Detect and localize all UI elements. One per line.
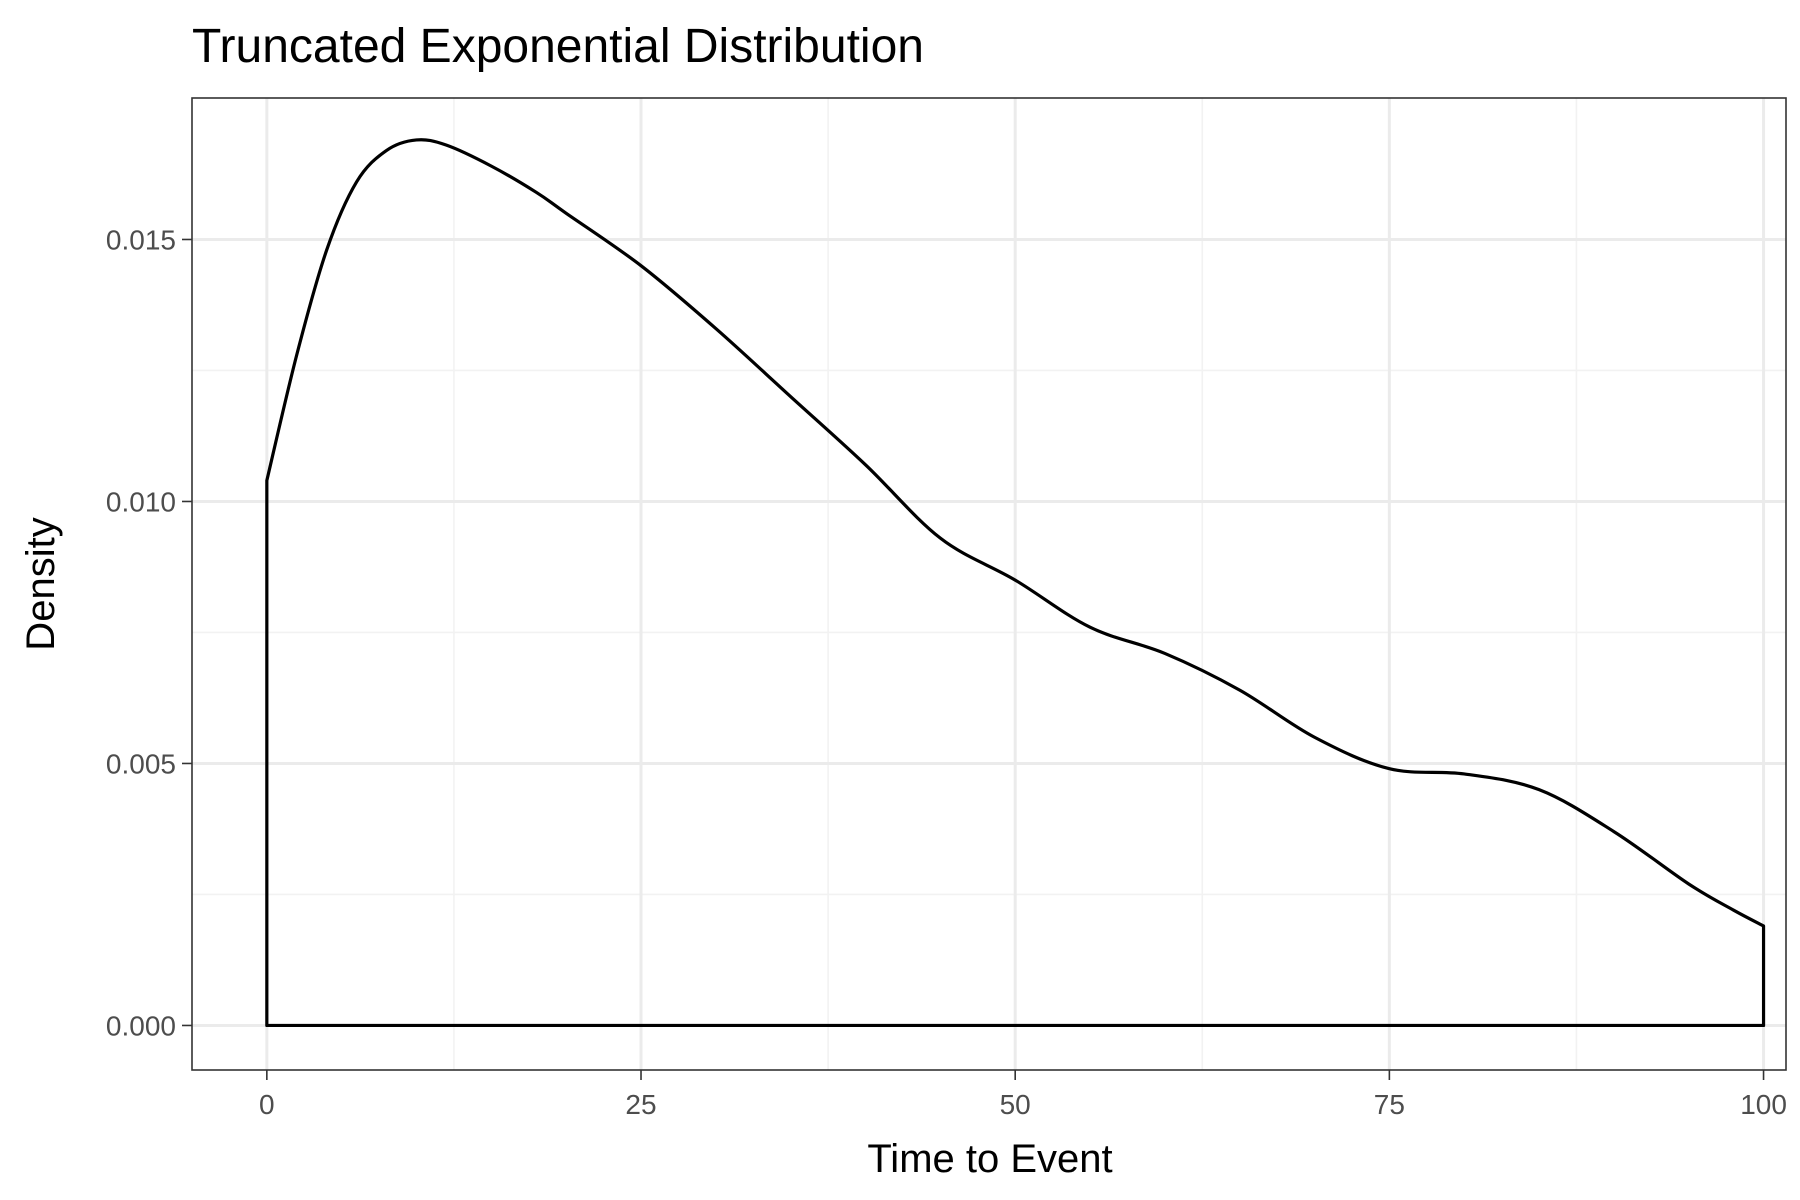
x-tick-label: 75 <box>1374 1089 1405 1120</box>
x-tick-label: 100 <box>1740 1089 1787 1120</box>
y-tick-label: 0.005 <box>106 748 176 779</box>
x-tick-label: 50 <box>1000 1089 1031 1120</box>
density-curve <box>265 138 1766 1028</box>
chart-title: Truncated Exponential Distribution <box>192 20 924 73</box>
x-tick-label: 0 <box>259 1089 275 1120</box>
y-tick-label: 0.000 <box>106 1010 176 1041</box>
x-axis-ticks: 0 25 50 75 100 <box>259 1070 1787 1120</box>
y-tick-label: 0.010 <box>106 486 176 517</box>
x-tick-label: 25 <box>625 1089 656 1120</box>
y-tick-label: 0.015 <box>106 224 176 255</box>
y-axis-ticks: 0.000 0.005 0.010 0.015 <box>106 224 192 1041</box>
y-axis-title: Density <box>19 517 63 650</box>
minor-gridlines <box>192 98 1786 1070</box>
plot-panel-border <box>191 97 1787 1071</box>
x-axis-title: Time to Event <box>867 1137 1112 1181</box>
